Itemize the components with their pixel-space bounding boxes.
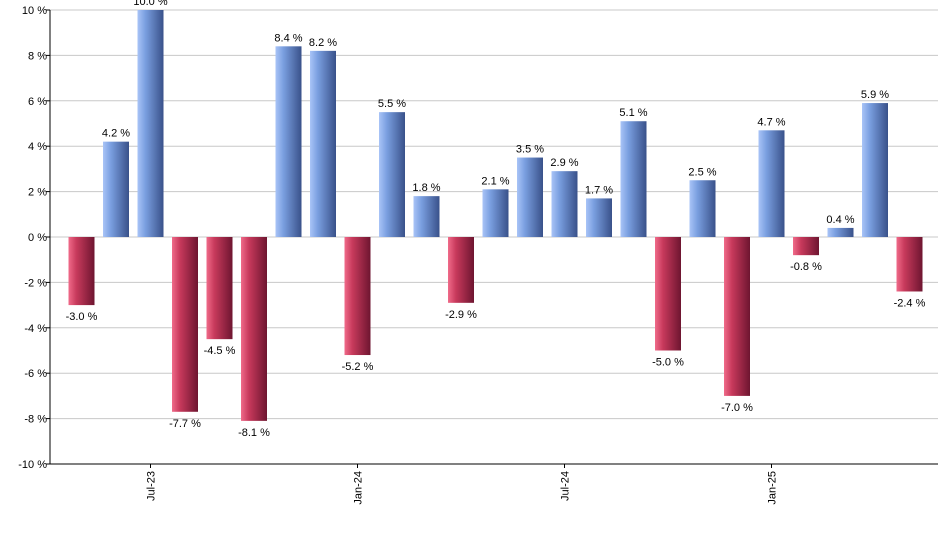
y-tick-label: 2 % — [28, 187, 47, 199]
bars — [68, 10, 923, 421]
y-tick-label: 4 % — [28, 141, 47, 153]
x-tick-label: Jul-23 — [146, 471, 158, 501]
bar-negative[interactable] — [344, 237, 371, 356]
bar-value-label: 8.2 % — [309, 37, 337, 49]
bar-value-label: -5.2 % — [342, 361, 374, 373]
bar-positive[interactable] — [482, 189, 509, 237]
bar-value-label: 4.7 % — [757, 116, 785, 128]
bar-positive[interactable] — [586, 198, 612, 237]
y-tick-label: 10 % — [22, 5, 47, 17]
y-tick-label: -8 % — [24, 414, 47, 426]
bar-positive[interactable] — [103, 141, 129, 237]
bar-value-label: 2.5 % — [688, 166, 716, 178]
bar-positive[interactable] — [413, 196, 440, 237]
bar-positive[interactable] — [379, 112, 405, 237]
bar-value-label: -5.0 % — [652, 357, 684, 369]
bar-negative[interactable] — [724, 237, 750, 396]
bar-positive[interactable] — [620, 121, 647, 237]
x-tick-label: Jan-25 — [767, 471, 779, 505]
bar-value-label: -3.0 % — [66, 311, 98, 323]
bar-positive[interactable] — [310, 50, 336, 237]
bar-negative[interactable] — [241, 237, 267, 421]
axes: 10 % 8 % 6 % 4 % 2 % 0 % -2 % -4 % -6 % -8 % -10 %… — [18, 5, 938, 505]
bar-value-label: -2.9 % — [445, 309, 477, 321]
bar-value-label: -7.0 % — [721, 402, 753, 414]
bar-value-label: -7.7 % — [169, 418, 201, 430]
bar-positive[interactable] — [137, 10, 164, 237]
bar-value-label: 8.4 % — [274, 32, 302, 44]
bar-negative[interactable] — [793, 237, 819, 256]
bar-value-label: -0.8 % — [790, 261, 822, 273]
bar-negative[interactable] — [68, 237, 95, 306]
y-tick-label: -2 % — [24, 277, 47, 289]
data-labels: -3.0 % 4.2 % 10.0 % -7.7 % -4.5 % -8.1 % 8.4 %… — [66, 0, 926, 439]
y-tick-label: 6 % — [28, 96, 47, 108]
bar-value-label: -8.1 % — [238, 427, 270, 439]
bar-negative[interactable] — [448, 237, 474, 303]
y-tick-label: 0 % — [28, 232, 47, 244]
bar-value-label: 0.4 % — [826, 214, 854, 226]
bar-value-label: 10.0 % — [133, 0, 167, 8]
bar-negative[interactable] — [206, 237, 233, 340]
bar-positive[interactable] — [827, 227, 854, 237]
bar-negative[interactable] — [655, 237, 681, 351]
y-tick-label: -10 % — [18, 459, 47, 471]
bar-positive[interactable] — [275, 46, 302, 237]
bar-value-label: 5.1 % — [619, 107, 647, 119]
bar-value-label: 1.7 % — [585, 184, 613, 196]
bar-value-label: 4.2 % — [102, 128, 130, 140]
y-tick-label: -4 % — [24, 323, 47, 335]
bar-value-label: 3.5 % — [516, 144, 544, 156]
bar-value-label: -4.5 % — [204, 345, 236, 357]
bar-positive[interactable] — [551, 171, 578, 237]
y-tick-label: -6 % — [24, 368, 47, 380]
y-tick-label: 8 % — [28, 50, 47, 62]
bar-negative[interactable] — [896, 237, 923, 292]
bar-value-label: 1.8 % — [412, 182, 440, 194]
bar-value-label: 2.1 % — [481, 175, 509, 187]
bar-positive[interactable] — [862, 103, 888, 237]
bar-positive[interactable] — [517, 157, 543, 237]
bar-positive[interactable] — [689, 180, 716, 237]
x-tick-label: Jan-24 — [353, 471, 365, 505]
bar-value-label: 5.5 % — [378, 98, 406, 110]
x-tick-label: Jul-24 — [560, 471, 572, 501]
bar-positive[interactable] — [758, 130, 785, 237]
bar-value-label: -2.4 % — [894, 297, 926, 309]
bar-negative[interactable] — [172, 237, 198, 412]
bar-value-label: 5.9 % — [861, 89, 889, 101]
bar-value-label: 2.9 % — [550, 157, 578, 169]
